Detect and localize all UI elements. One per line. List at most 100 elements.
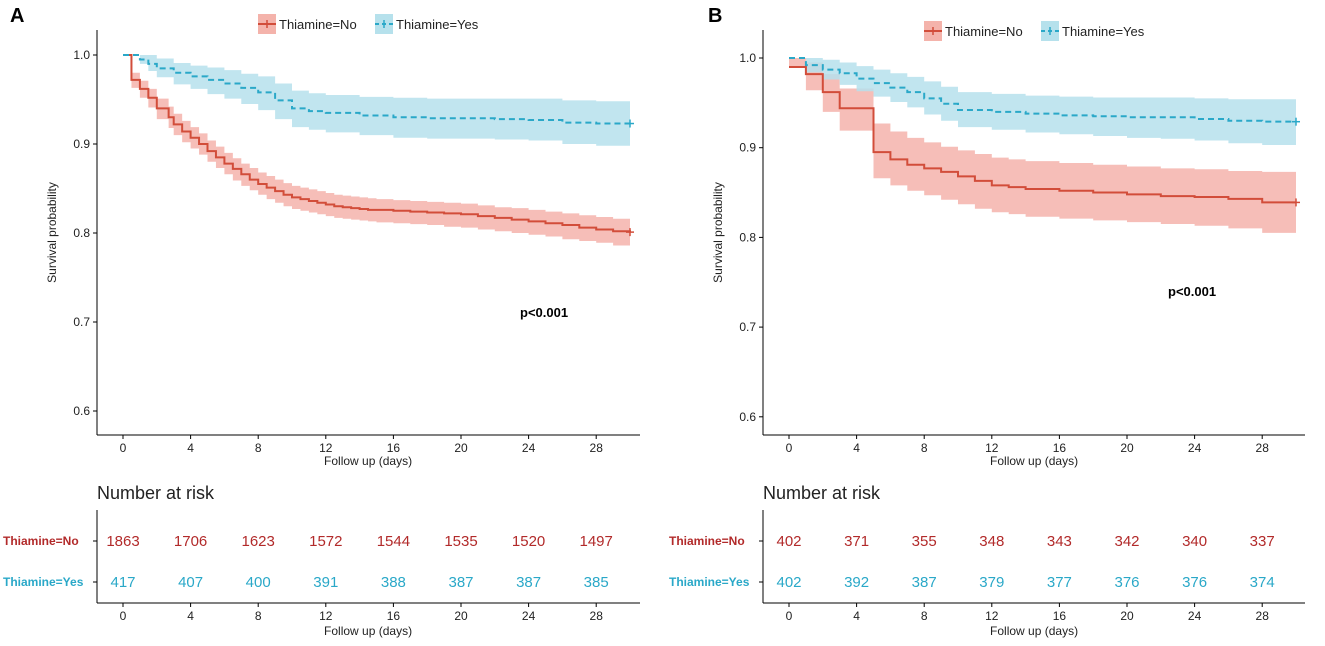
risk-value: 1706 <box>174 533 207 550</box>
risk-value: 348 <box>979 533 1004 550</box>
legend-item-thiamine-yes: Thiamine=Yes <box>375 14 479 34</box>
x-axis-title: Follow up (days) <box>990 454 1078 468</box>
risk-value: 392 <box>844 574 869 591</box>
y-tick-label: 0.6 <box>73 404 90 418</box>
risk-value: 402 <box>776 533 801 550</box>
x-tick-label: 24 <box>522 441 536 455</box>
risk-value: 1623 <box>242 533 275 550</box>
risk-value: 337 <box>1250 533 1275 550</box>
risk-value: 343 <box>1047 533 1072 550</box>
risk-row-label: Thiamine=No <box>669 534 745 548</box>
y-tick-label: 0.9 <box>739 141 756 155</box>
x-tick-label: 4 <box>187 441 194 455</box>
risk-value: 407 <box>178 574 203 591</box>
legend-label: Thiamine=No <box>945 24 1023 39</box>
risk-x-tick-label: 28 <box>590 609 604 623</box>
risk-value: 391 <box>313 574 338 591</box>
panel-label: B <box>708 5 722 27</box>
y-axis-title: Survival probability <box>45 182 59 283</box>
legend-item-thiamine-yes: Thiamine=Yes <box>1041 21 1145 41</box>
risk-x-tick-label: 20 <box>454 609 468 623</box>
risk-value: 371 <box>844 533 869 550</box>
panel-b: B 0.6 0.7 0.8 0.9 1.0 0 4 8 12 16 20 24 28 Follow up (… <box>669 5 1305 638</box>
y-tick-label: 1.0 <box>739 51 756 65</box>
risk-row-label: Thiamine=No <box>3 534 79 548</box>
y-tick-label: 0.9 <box>73 137 90 151</box>
x-tick-label: 12 <box>985 441 999 455</box>
risk-x-tick-label: 28 <box>1256 609 1270 623</box>
risk-x-axis-title: Follow up (days) <box>324 624 412 638</box>
x-tick-label: 8 <box>921 441 928 455</box>
x-tick-label: 20 <box>1120 441 1134 455</box>
risk-value: 1497 <box>580 533 613 550</box>
risk-table-title: Number at risk <box>97 483 215 503</box>
x-tick-label: 16 <box>387 441 401 455</box>
ci-band-thiamine-no <box>789 58 1296 233</box>
risk-row-label: Thiamine=Yes <box>3 575 84 589</box>
x-tick-label: 8 <box>255 441 262 455</box>
risk-table: Number at risk Thiamine=No 402 371 355 348 343… <box>669 483 1305 638</box>
risk-x-tick-label: 8 <box>921 609 928 623</box>
risk-value: 1572 <box>309 533 342 550</box>
x-tick-label: 0 <box>786 441 793 455</box>
risk-value: 1535 <box>444 533 477 550</box>
p-value-annotation: p<0.001 <box>1168 284 1216 299</box>
y-axis-title: Survival probability <box>711 182 725 283</box>
x-tick-label: 28 <box>590 441 604 455</box>
risk-value: 376 <box>1114 574 1139 591</box>
risk-x-tick-label: 12 <box>319 609 333 623</box>
y-tick-label: 0.8 <box>739 230 756 244</box>
x-axis-title: Follow up (days) <box>324 454 412 468</box>
y-tick-label: 0.7 <box>73 315 90 329</box>
risk-table: Number at risk Thiamine=No 1863 1706 1623 157… <box>3 483 640 638</box>
risk-x-tick-label: 12 <box>985 609 999 623</box>
y-tick-label: 0.8 <box>73 226 90 240</box>
risk-row-label: Thiamine=Yes <box>669 575 750 589</box>
risk-value: 387 <box>448 574 473 591</box>
survival-line-thiamine-yes <box>789 57 1296 123</box>
risk-value: 340 <box>1182 533 1207 550</box>
risk-x-tick-label: 4 <box>853 609 860 623</box>
risk-value: 388 <box>381 574 406 591</box>
risk-value: 387 <box>516 574 541 591</box>
survival-line-thiamine-yes <box>123 54 630 125</box>
risk-value: 355 <box>912 533 937 550</box>
x-tick-label: 12 <box>319 441 333 455</box>
ci-band-thiamine-yes <box>789 58 1296 146</box>
x-tick-label: 16 <box>1053 441 1067 455</box>
risk-x-tick-label: 0 <box>786 609 793 623</box>
risk-value: 377 <box>1047 574 1072 591</box>
risk-value: 376 <box>1182 574 1207 591</box>
risk-x-tick-label: 16 <box>1053 609 1067 623</box>
survival-line-thiamine-no <box>123 54 631 233</box>
risk-value: 1520 <box>512 533 545 550</box>
survival-line-thiamine-no <box>789 65 1296 204</box>
risk-x-axis-title: Follow up (days) <box>990 624 1078 638</box>
risk-value: 374 <box>1250 574 1275 591</box>
risk-value: 379 <box>979 574 1004 591</box>
risk-x-tick-label: 0 <box>120 609 127 623</box>
risk-x-tick-label: 8 <box>255 609 262 623</box>
x-tick-label: 20 <box>454 441 468 455</box>
legend-label: Thiamine=Yes <box>396 17 479 32</box>
risk-x-tick-label: 24 <box>522 609 536 623</box>
legend-item-thiamine-no: Thiamine=No <box>924 21 1023 41</box>
risk-value: 402 <box>776 574 801 591</box>
x-tick-label: 0 <box>120 441 127 455</box>
legend-item-thiamine-no: Thiamine=No <box>258 14 357 34</box>
legend-label: Thiamine=No <box>279 17 357 32</box>
risk-value: 385 <box>584 574 609 591</box>
panel-a: A 0.6 0.7 0.8 0.9 1.0 0 4 8 12 16 20 24 28 Follow up (… <box>3 5 640 638</box>
panel-label: A <box>10 5 24 27</box>
risk-value: 417 <box>110 574 135 591</box>
risk-value: 387 <box>912 574 937 591</box>
x-tick-label: 28 <box>1256 441 1270 455</box>
p-value-annotation: p<0.001 <box>520 305 568 320</box>
risk-x-tick-label: 4 <box>187 609 194 623</box>
risk-value: 1863 <box>106 533 139 550</box>
x-tick-label: 4 <box>853 441 860 455</box>
ci-band-thiamine-yes <box>123 55 630 146</box>
risk-value: 400 <box>246 574 271 591</box>
y-tick-label: 0.6 <box>739 410 756 424</box>
